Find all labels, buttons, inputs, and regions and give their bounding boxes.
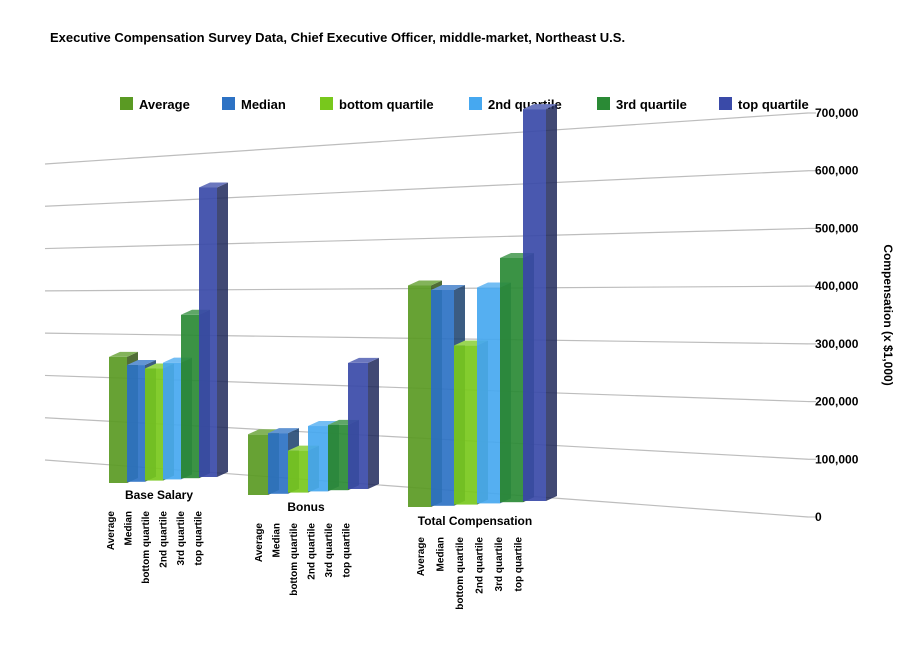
gridline-7 (44, 112, 809, 165)
bars (109, 104, 557, 507)
bar-top (268, 428, 299, 434)
gridline-5 (44, 227, 809, 250)
bar-top (431, 284, 465, 290)
bar-front (477, 287, 500, 504)
legend-swatch-top-quartile (719, 97, 732, 110)
category-label-total-compensation-bottom-quartile: bottom quartile (455, 537, 466, 610)
bar-front (109, 356, 127, 483)
gridline-6 (44, 170, 809, 207)
bar-front (288, 450, 308, 493)
bar-side (368, 357, 379, 489)
legend-label-top-quartile: top quartile (738, 97, 809, 112)
legend-swatch-median (222, 97, 235, 110)
bar-top (109, 351, 138, 357)
bar-front (127, 365, 145, 482)
bar-front (248, 434, 268, 495)
bar-front (328, 424, 348, 491)
legend-swatch-bottom-quartile (320, 97, 333, 110)
category-label-total-compensation-top-quartile: top quartile (514, 537, 525, 592)
bar-front (163, 362, 181, 480)
legend-swatch-3rd-quartile (597, 97, 610, 110)
bar-front (454, 345, 477, 505)
bar-bonus-top-quartile (348, 357, 379, 489)
category-label-bonus-top-quartile: top quartile (342, 523, 353, 578)
category-label-base-salary-top-quartile: top quartile (194, 511, 205, 566)
bar-front (348, 362, 368, 489)
category-label-total-compensation-3rd-quartile: 3rd quartile (494, 537, 505, 592)
legend-label-average: Average (139, 97, 190, 112)
bar-top (248, 429, 279, 435)
category-label-base-salary-average: Average (106, 511, 117, 551)
category-label-total-compensation-2nd-quartile: 2nd quartile (475, 537, 486, 594)
bar-front (181, 314, 199, 479)
category-label-total-compensation-average: Average (416, 537, 427, 577)
y-tick-label: 500,000 (815, 221, 859, 235)
bar-top (523, 104, 557, 110)
bar-front (523, 109, 546, 501)
group-label-base-salary: Base Salary (125, 488, 193, 502)
bar-base-salary-top-quartile (199, 182, 228, 477)
bar-top (127, 360, 156, 366)
category-label-base-salary-median: Median (124, 511, 135, 545)
y-tick-label: 700,000 (815, 106, 859, 120)
bar-front (500, 257, 523, 503)
legend-label-3rd-quartile: 3rd quartile (616, 97, 687, 112)
y-tick-label: 0 (815, 510, 822, 524)
group-label-total-compensation: Total Compensation (418, 514, 532, 528)
legend-swatch-average (120, 97, 133, 110)
bar-front (308, 426, 328, 492)
bar-side (217, 182, 228, 477)
bar-front (199, 187, 217, 477)
bar-top (408, 280, 442, 286)
category-label-bonus-median: Median (272, 523, 283, 557)
category-label-base-salary-3rd-quartile: 3rd quartile (176, 511, 187, 566)
bar-total-compensation-top-quartile (523, 104, 557, 501)
bar-front (431, 289, 454, 506)
y-tick-label: 300,000 (815, 337, 859, 351)
category-label-bonus-average: Average (254, 523, 265, 563)
legend-label-median: Median (241, 97, 286, 112)
legend-swatch-2nd-quartile (469, 97, 482, 110)
y-tick-label: 400,000 (815, 279, 859, 293)
legend-label-bottom-quartile: bottom quartile (339, 97, 434, 112)
bar-front (408, 285, 431, 507)
category-labels: Base Salary Average Median bottom quartile 2… (106, 488, 532, 610)
y-tick-label: 200,000 (815, 395, 859, 409)
category-label-bonus-2nd-quartile: 2nd quartile (307, 523, 318, 580)
bar-top (199, 182, 228, 188)
category-label-base-salary-2nd-quartile: 2nd quartile (159, 511, 170, 568)
value-axis: 0 100,000 200,000 300,000 400,000 500,000 600,… (815, 106, 895, 524)
bar-side (546, 104, 557, 501)
category-label-base-salary-bottom-quartile: bottom quartile (141, 511, 152, 584)
y-tick-label: 600,000 (815, 164, 859, 178)
bar-front (145, 368, 163, 481)
category-label-bonus-3rd-quartile: 3rd quartile (324, 523, 335, 578)
bar-top (348, 357, 379, 363)
bar-top (308, 421, 339, 427)
category-label-total-compensation-median: Median (436, 537, 447, 571)
y-axis-title: Compensation (x $1,000) (881, 244, 895, 385)
chart-title: Executive Compensation Survey Data, Chie… (50, 30, 626, 45)
bar-front (268, 433, 288, 494)
category-label-bonus-bottom-quartile: bottom quartile (289, 523, 300, 596)
legend: Average Median bottom quartile 2nd quartile… (120, 97, 809, 112)
group-label-bonus: Bonus (287, 500, 325, 514)
y-tick-label: 100,000 (815, 452, 859, 466)
